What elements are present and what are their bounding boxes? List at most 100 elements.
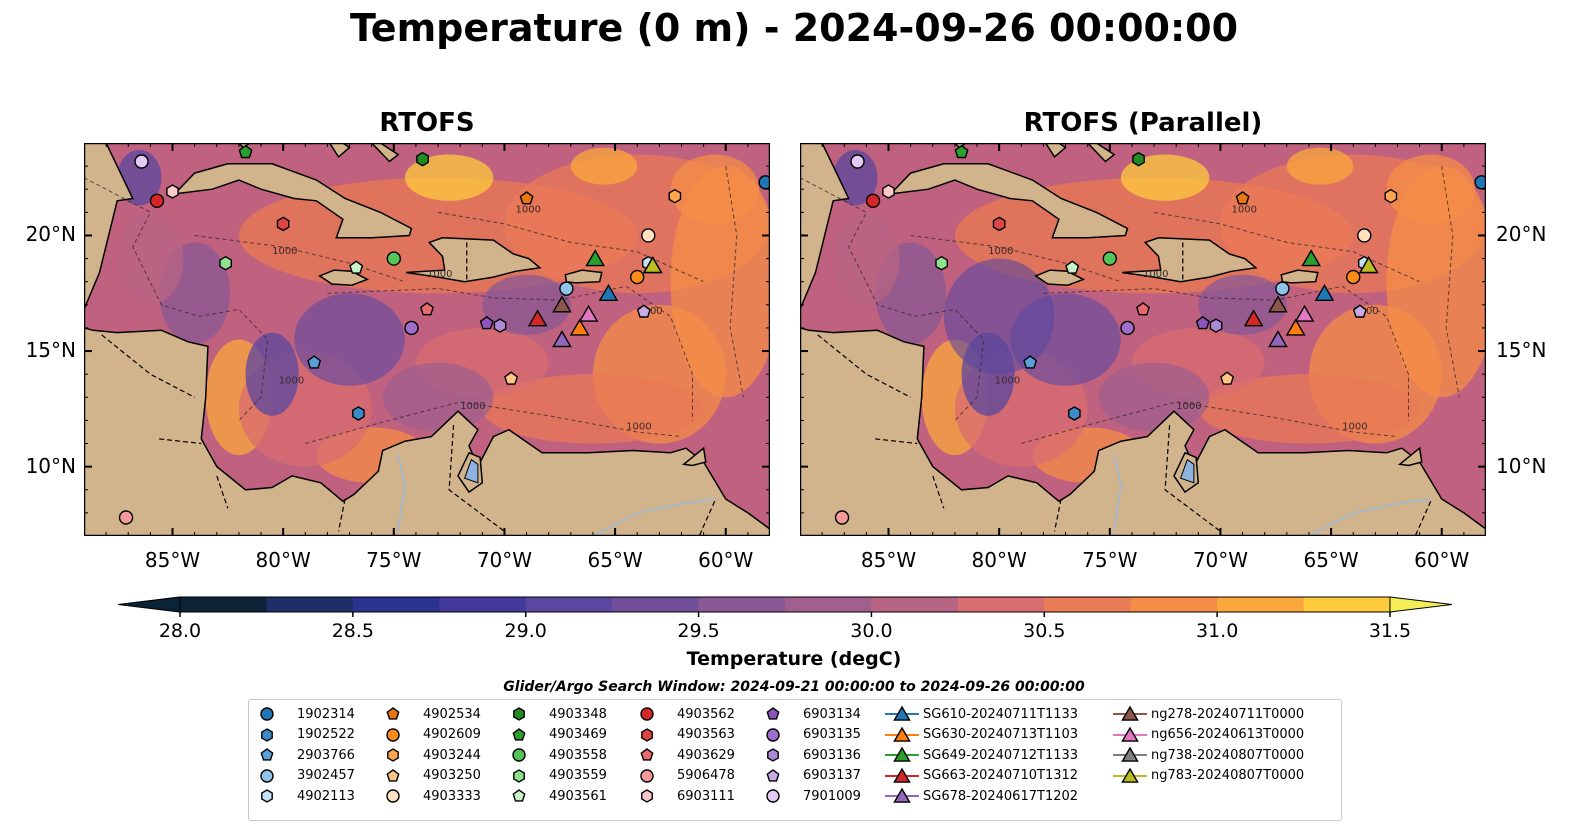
legend-item: SG630-20240713T1103 [885,725,1078,746]
legend-marker-shape [1121,726,1139,742]
observation-SG649-20240712T1133 [585,249,606,267]
x-tick-label: 60°W [1414,548,1470,572]
legend-marker [767,748,779,763]
lake-maracaibo [463,458,479,484]
legend-marker [260,707,274,721]
colorbar-tick-label: 31.0 [1196,620,1238,642]
contour-label: 1000 [1342,422,1367,433]
legend-marker-shape [766,728,780,742]
figure-title: Temperature (0 m) - 2024-09-26 00:00:00 [349,6,1239,50]
colorbar-label: Temperature (degC) [686,648,902,670]
search-window-text: Glider/Argo Search Window: 2024-09-21 00… [503,679,1085,695]
observation-4903333 [1357,228,1372,243]
land-jamaica [1034,269,1086,286]
legend-marker [766,728,780,742]
legend-marker [766,789,780,803]
legend-label: SG663-20240710T1312 [923,768,1079,784]
colorbar-tick-label: 29.0 [505,620,547,642]
observation-3902457 [559,281,574,296]
legend-marker [386,728,400,742]
legend-column: SG610-20240711T1133 SG630-20240713T1103 SG… [885,704,1078,807]
observation-4902534 [1235,191,1250,205]
observation-ng783-20240807T0000 [1358,256,1379,274]
y-tick-label: 20°N [1496,222,1547,247]
land-trinidad [1397,446,1423,467]
observation-6903134 [1195,315,1210,330]
legend-marker-shape [767,748,779,763]
land-bahamas2 [370,143,400,163]
observation-4903558 [1102,251,1118,266]
observation-4902609 [1346,269,1361,285]
country-border [875,438,918,445]
legend-marker [1113,746,1147,763]
y-tick-label: 10°N [1496,453,1547,478]
legend-label: 3902457 [297,768,355,784]
legend-marker [885,767,919,783]
river [1308,498,1431,536]
colorbar-extend-max [1389,596,1453,613]
legend-item: 1902522 [255,725,355,746]
temperature-field-patch [943,258,1055,375]
x-tick-label: 80°W [971,548,1027,572]
legend-marker-shape [766,768,780,782]
legend-marker [260,769,274,783]
colorbar-segment [266,597,354,612]
legend-label: 6903134 [803,706,861,722]
legend-item: 4903244 [381,745,481,766]
x-tick-label: 80°W [255,548,311,572]
observation-4903561 [1065,260,1080,274]
colorbar-segment [871,597,959,612]
observation-6903134 [479,315,494,330]
observation-2903766 [1023,355,1038,369]
legend-item: 6903135 [761,725,861,746]
legend-marker [261,789,273,804]
legend-item: 4903250 [381,766,481,787]
legend-marker [513,707,525,722]
observation-6903111 [166,184,179,199]
legend-item: 4903629 [635,745,735,766]
bathymetry-contour [327,285,693,421]
bathymetry-contour [1021,401,1398,444]
legend-label: 4903629 [677,747,735,763]
legend-marker-shape [640,769,654,783]
legend-marker [641,727,653,742]
legend-marker [885,787,919,804]
legend-marker [885,746,919,763]
observation-4902609 [630,269,645,285]
legend-label: 6903135 [803,727,861,743]
x-tick-label: 70°W [1192,548,1249,572]
legend-item: SG678-20240617T1202 [885,786,1078,807]
temperature-field-patch [1198,274,1287,335]
legend-marker-shape [386,768,400,782]
observation-6903136 [493,318,507,333]
legend-label: 4903250 [423,768,481,784]
land-cuba [888,163,1129,239]
legend-item: ng656-20240613T0000 [1113,725,1304,746]
legend-marker [261,727,273,742]
observation-4903244 [1384,188,1398,204]
legend-marker [885,726,919,742]
legend-marker-shape [513,707,525,722]
contour-label: 1000 [995,375,1020,386]
land-hispaniola [1121,237,1258,283]
legend-marker [386,789,400,803]
country-border [1414,501,1432,536]
observation-3902457 [1275,281,1290,296]
legend-label: 4903469 [549,727,607,743]
legend-label: SG649-20240712T1133 [923,747,1079,763]
x-tick-label: 85°W [860,548,917,572]
legend-item: 6903111 [635,786,735,807]
panel-title-right: RTOFS (Parallel) [1023,108,1263,138]
observation-SG663-20240710T1312 [1243,309,1264,327]
observation-7901009 [850,154,865,169]
observation-4903558 [386,251,402,266]
y-tick-label: 15°N [25,338,76,363]
legend-marker [1113,726,1147,742]
colorbar-tick-label: 29.5 [677,620,719,642]
observation-4902534 [519,191,534,205]
legend-marker [766,707,780,720]
temperature-field-patch [670,154,759,224]
land-bahamas2 [1086,143,1116,163]
land-hispaniola [405,237,542,283]
